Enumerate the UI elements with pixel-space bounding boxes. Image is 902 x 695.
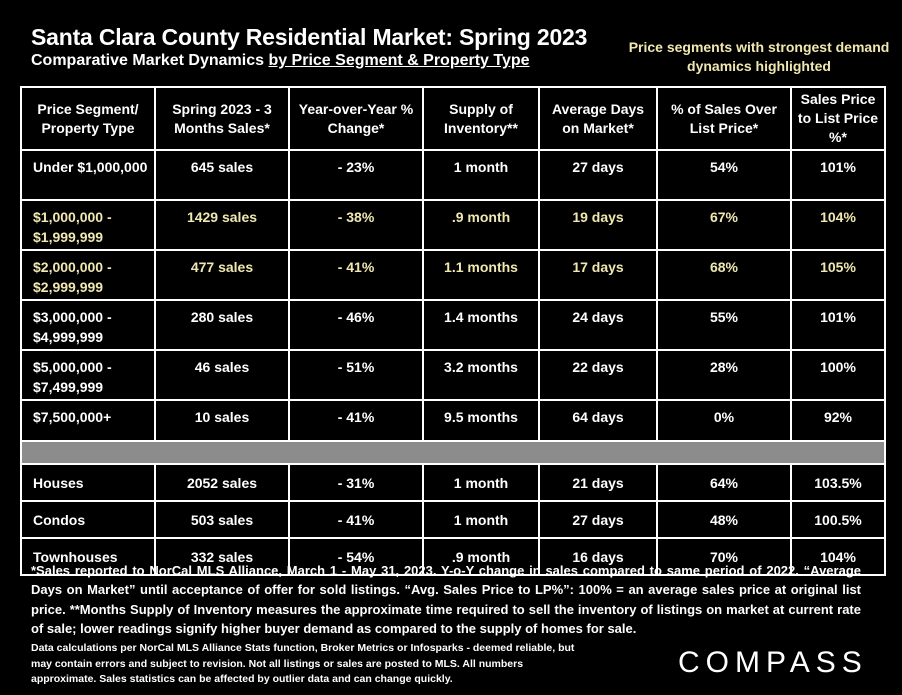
table-cell: 70% [656, 537, 792, 576]
row-label: $5,000,000 - $7,499,999 [20, 349, 156, 401]
column-header: Price Segment/ Property Type [20, 86, 156, 151]
table-row: $5,000,000 - $7,499,999 46 sales - 51% 3.2 … [20, 349, 886, 401]
table-cell: 67% [656, 199, 792, 251]
table-cell: 92% [790, 399, 886, 442]
table-cell: 16 days [538, 537, 658, 576]
table-cell: - 31% [288, 463, 424, 502]
table-cell: - 41% [288, 399, 424, 442]
table-cell: 103.5% [790, 463, 886, 502]
row-label: $1,000,000 - $1,999,999 [20, 199, 156, 251]
row-label: $3,000,000 - $4,999,999 [20, 299, 156, 351]
table-row: Townhouses 332 sales - 54% .9 month 16 days 7… [20, 537, 886, 576]
table-row: $2,000,000 - $2,999,999 477 sales - 41% 1.1… [20, 249, 886, 301]
subtitle-prefix: Comparative Market Dynamics [31, 52, 269, 69]
table-cell: - 41% [288, 500, 424, 539]
table-cell: .9 month [422, 199, 540, 251]
table-cell: 100.5% [790, 500, 886, 539]
table-cell: - 46% [288, 299, 424, 351]
row-label: Townhouses [20, 537, 156, 576]
table-cell: 477 sales [154, 249, 290, 301]
row-label: Under $1,000,000 [20, 149, 156, 201]
table-cell: 10 sales [154, 399, 290, 442]
page-title: Santa Clara County Residential Market: S… [31, 24, 588, 50]
table-cell: - 23% [288, 149, 424, 201]
column-header: Year-over-Year % Change* [288, 86, 424, 151]
table-cell: 55% [656, 299, 792, 351]
table-cell: - 41% [288, 249, 424, 301]
table-cell: 1 month [422, 149, 540, 201]
table-row: $3,000,000 - $4,999,999 280 sales - 46% 1.4… [20, 299, 886, 351]
table-row: Under $1,000,000 645 sales - 23% 1 month 27 … [20, 149, 886, 201]
table-cell: 21 days [538, 463, 658, 502]
table-cell: .9 month [422, 537, 540, 576]
table-cell: 19 days [538, 199, 658, 251]
table-cell: 100% [790, 349, 886, 401]
table-body: Under $1,000,000 645 sales - 23% 1 month 27 … [20, 149, 886, 576]
table-cell: 17 days [538, 249, 658, 301]
column-header: Average Days on Market* [538, 86, 658, 151]
column-header: Supply of Inventory** [422, 86, 540, 151]
table-cell: 48% [656, 500, 792, 539]
table-cell: 332 sales [154, 537, 290, 576]
column-header: % of Sales Over List Price* [656, 86, 792, 151]
highlight-note: Price segments with strongest demand dyn… [628, 39, 890, 74]
table-cell: 9.5 months [422, 399, 540, 442]
table-cell: 22 days [538, 349, 658, 401]
table-row: $7,500,000+ 10 sales - 41% 9.5 months 64 day… [20, 399, 886, 442]
table-row: Houses 2052 sales - 31% 1 month 21 days 64% 10… [20, 463, 886, 502]
table-cell: 104% [790, 537, 886, 576]
row-label: Houses [20, 463, 156, 502]
compass-logo: COMPASS [678, 646, 868, 679]
table-cell: 64% [656, 463, 792, 502]
footnote: *Sales reported to NorCal MLS Alliance, … [31, 563, 861, 636]
separator-bar [20, 440, 886, 465]
table-row: Condos 503 sales - 41% 1 month 27 days 48% 100… [20, 500, 886, 539]
table-cell: 503 sales [154, 500, 290, 539]
page-subtitle: Comparative Market Dynamics by Price Seg… [31, 52, 530, 70]
table-cell: 1 month [422, 500, 540, 539]
table-cell: 27 days [538, 149, 658, 201]
table-cell: 645 sales [154, 149, 290, 201]
section-separator [20, 440, 886, 465]
column-header: Spring 2023 - 3 Months Sales* [154, 86, 290, 151]
row-label: $7,500,000+ [20, 399, 156, 442]
row-label: $2,000,000 - $2,999,999 [20, 249, 156, 301]
table-cell: - 54% [288, 537, 424, 576]
table-row: $1,000,000 - $1,999,999 1429 sales - 38% .9… [20, 199, 886, 251]
table-cell: 1 month [422, 463, 540, 502]
table-cell: 28% [656, 349, 792, 401]
table-cell: 64 days [538, 399, 658, 442]
table-header-row: Price Segment/ Property Type Spring 2023 … [20, 86, 886, 151]
table-cell: 101% [790, 149, 886, 201]
table-cell: 104% [790, 199, 886, 251]
column-header: Sales Price to List Price %* [790, 86, 886, 151]
row-label: Condos [20, 500, 156, 539]
table-cell: 1.1 months [422, 249, 540, 301]
table-cell: 54% [656, 149, 792, 201]
table-cell: - 38% [288, 199, 424, 251]
table-cell: 3.2 months [422, 349, 540, 401]
table-cell: 0% [656, 399, 792, 442]
market-table: Price Segment/ Property Type Spring 2023 … [20, 86, 886, 576]
disclaimer: Data calculations per NorCal MLS Allianc… [31, 642, 575, 685]
table-cell: 27 days [538, 500, 658, 539]
table-cell: 280 sales [154, 299, 290, 351]
table-cell: 2052 sales [154, 463, 290, 502]
table-cell: 101% [790, 299, 886, 351]
table-cell: - 51% [288, 349, 424, 401]
subtitle-underlined: by Price Segment & Property Type [268, 52, 530, 69]
table-cell: 1429 sales [154, 199, 290, 251]
table-cell: 1.4 months [422, 299, 540, 351]
table-cell: 105% [790, 249, 886, 301]
table-cell: 46 sales [154, 349, 290, 401]
table-cell: 24 days [538, 299, 658, 351]
table-cell: 68% [656, 249, 792, 301]
